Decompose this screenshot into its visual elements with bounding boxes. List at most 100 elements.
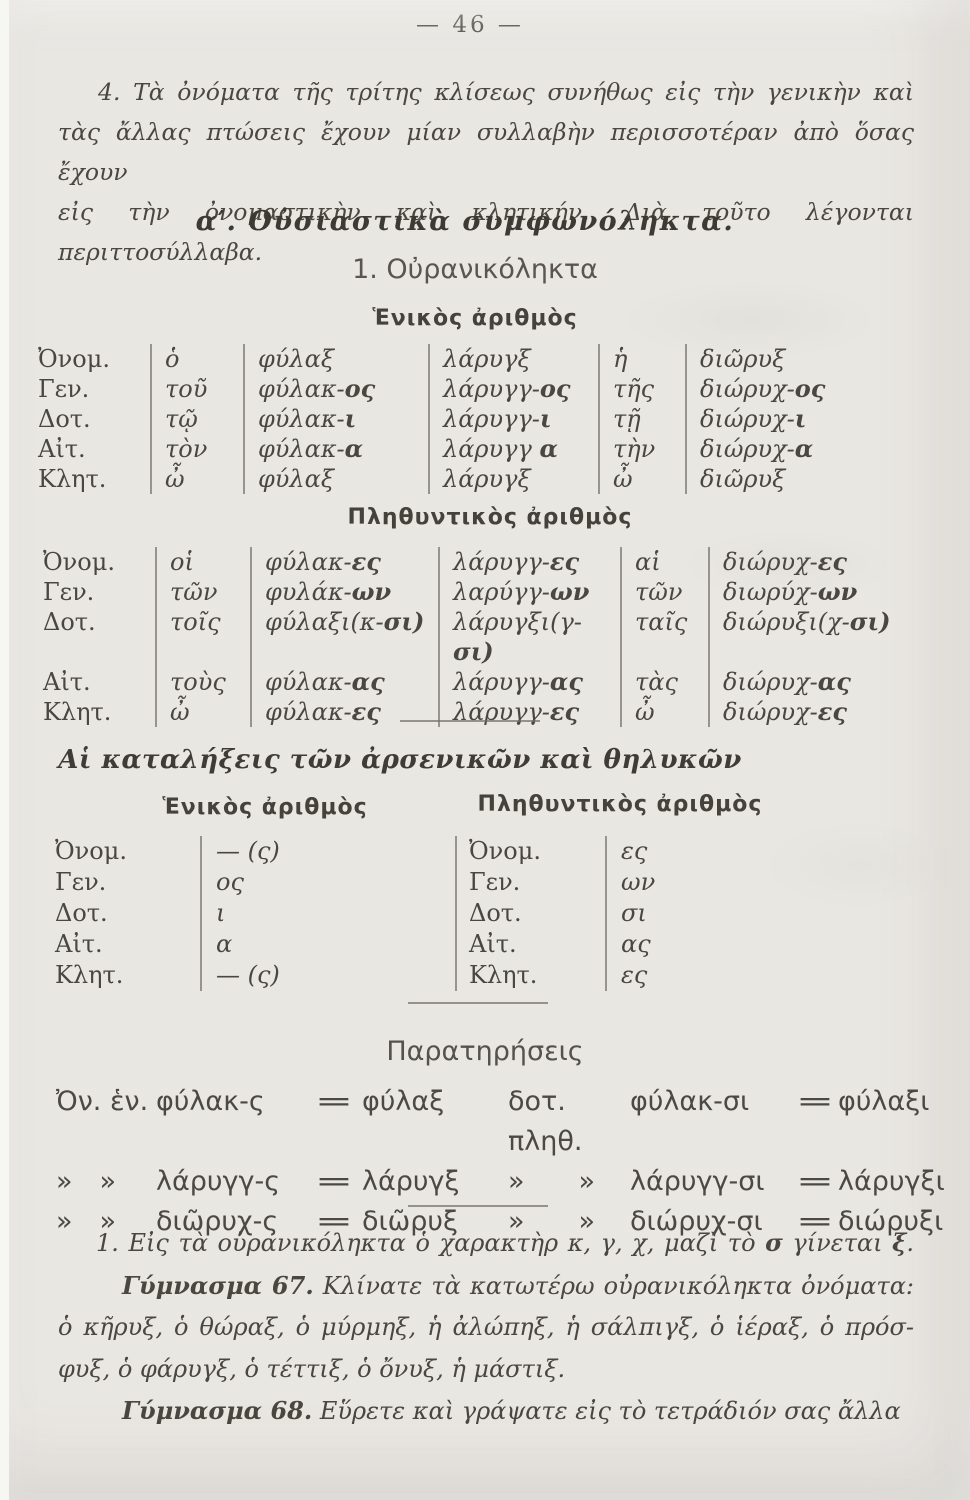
ending-value: — (ς) [200,836,370,867]
stem: λάρυγγ- [443,375,540,403]
equals-sign: = [795,1206,835,1237]
noun-form: λαρύγγ-ων [438,577,620,607]
stem: διῶρυξ [700,465,786,493]
section-heading: α′. Οὐσιαστικὰ συμφωνόληκτα. [195,206,735,237]
exercise-line: Γύμνασμα 68. Εὕρετε καὶ γράψατε εἰς τὸ τ… [58,1390,914,1433]
ending: α [794,434,814,463]
obs-result: διῶρυξ [362,1206,459,1237]
stem: φύλακ- [265,698,352,726]
ending: σι) [849,607,891,636]
stem: λάρυγγ- [453,668,550,696]
ending-value: ες [605,960,775,991]
ending-value: σι [605,898,775,929]
intro-paragraph: 4. Τὰ ὀνόματα τῆς τρίτης κλίσεως συνήθως… [58,72,914,272]
obs-mid: » » [508,1206,596,1237]
obs-lead: » » [56,1166,117,1197]
stem: φύλακ- [265,548,352,576]
ending-value: ος [200,867,370,898]
noun-list-line: ὁ κῆρυξ, ὁ θώραξ, ὁ μύρμηξ, ἡ ἀλώπηξ, ἡ … [58,1313,914,1341]
ending: ες [817,697,847,726]
section-divider [400,720,540,722]
article: τοὺς [155,667,250,697]
ending: ος [794,374,826,403]
stem: διώρυχ- [723,698,818,726]
section-divider [408,1205,548,1207]
obs-form: λάρυγγ-σι [630,1166,765,1197]
singular-number-heading: Ἑνικὸς ἀριθμὸς [372,306,578,331]
ending: ων [351,577,392,606]
noun-form: διῶρυξ [685,464,925,494]
article: ὁ [150,344,243,374]
stem: διώρυχ- [700,405,795,433]
ending: ας [351,667,385,696]
stem: διῶρυξ [700,345,786,373]
noun-form: λάρυγγ-ος [428,374,598,404]
stem: λάρυγγ- [443,405,540,433]
obs-mid: » » [508,1166,596,1197]
article: τὰς [620,667,708,697]
article: ὦ [598,464,685,494]
notes-block: 1. Εἰς τὰ οὐρανικόληκτα ὁ χαρακτὴρ κ, γ,… [58,1222,914,1433]
case-label: Κλητ. [38,465,107,493]
case-label: Αἰτ. [455,929,605,960]
noun-form: φύλακ-ας [250,667,438,697]
noun-form: φύλαξι(κ-σι) [250,607,438,667]
observations-list: Ὀν. ἑν. φύλακ-ς = φύλαξ δοτ. πληθ. φύλακ… [56,1082,945,1242]
exercise-label: Γύμνασμα 68. [122,1396,313,1425]
noun-form: διωρύχ-ων [708,577,945,607]
noun-form: λάρυγγ-ες [438,547,620,577]
stem: διώρυξι(χ- [723,608,850,636]
stem: φύλακ- [258,435,345,463]
stem: λάρυγξι(γ- [453,608,582,636]
case-label: Κλητ. [43,698,112,726]
noun-form: λάρυγγ-ες [438,697,620,727]
case-label: Γεν. [55,868,107,896]
page-number: — 46 — [416,12,524,38]
endings-plural-heading: Πληθυντικὸς ἀριθμὸς [477,792,763,817]
ending: ι [539,404,552,433]
article: ὦ [155,697,250,727]
obs-form: λάρυγγ-ς [156,1166,281,1197]
exercise-text: Κλίνατε τὰ κατωτέρω οὐρανικόληκτα ὀνόματ… [322,1271,914,1300]
stem: φύλαξ [258,345,335,373]
noun-form: λάρυγξ [428,344,598,374]
noun-form: φύλακ-ι [243,404,428,434]
stem: λάρυγξ [443,345,531,373]
obs-result: διώρυξι [838,1206,944,1237]
section-divider [408,1002,548,1004]
case-label: Ὀνομ. [43,548,115,576]
article: τῷ [150,404,243,434]
endings-singular-table: Ὀνομ. — (ς) Γεν. ος Δοτ. ι Αἰτ. α Κλητ. … [55,836,370,991]
noun-form: φύλακ-α [243,434,428,464]
article: αἱ [620,547,708,577]
paper-stain [760,820,960,910]
ending: ας [817,667,851,696]
subsection-heading: 1. Οὐρανικόληκτα [352,254,598,285]
case-label: Δοτ. [38,405,91,433]
plural-number-heading: Πληθυντικὸς ἀριθμὸς [347,505,633,530]
stem: λαρύγγ- [453,578,550,606]
ending: ες [351,547,381,576]
paragraph-line: 4. Τὰ ὀνόματα τῆς τρίτης κλίσεως συνήθως… [98,78,914,106]
stem: λάρυγγ [443,435,540,463]
obs-mid: δοτ. πληθ. [508,1086,583,1157]
article: τῇ [598,404,685,434]
article: τοῖς [155,607,250,667]
case-label: Δοτ. [43,608,96,636]
ending: σι) [453,637,494,666]
case-label: Αἰτ. [55,930,103,958]
highlight-letter: σ [765,1228,783,1257]
case-label: Γεν. [43,578,95,606]
ending: α [344,434,364,463]
stem: διώρυχ- [700,375,795,403]
exercise-text: Εὕρετε καὶ γράψατε εἰς τὸ τετράδιόν σας … [319,1397,901,1425]
ending-value: ες [605,836,775,867]
case-label: Κλητ. [55,961,124,989]
stem: φύλακ- [258,375,345,403]
ending: ων [549,577,590,606]
equals-sign: = [314,1206,354,1237]
endings-singular-heading: Ἑνικὸς ἀριθμὸς [162,795,368,820]
case-label: Δοτ. [455,898,605,929]
article: τῶν [155,577,250,607]
obs-lead: » » [56,1206,117,1237]
